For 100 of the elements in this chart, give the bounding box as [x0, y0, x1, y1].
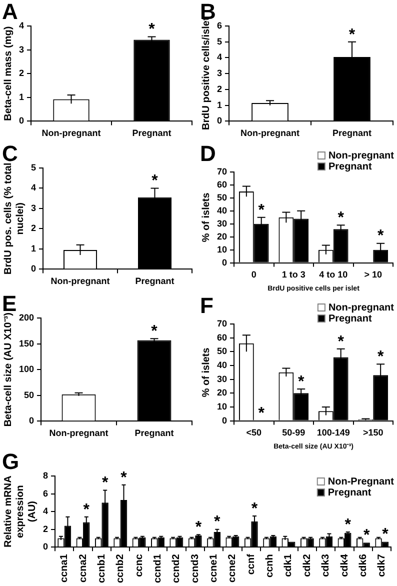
annotation: * — [258, 405, 266, 422]
x-tick-label: 4 to 10 — [319, 270, 348, 280]
annotation: * — [148, 21, 156, 38]
legend-label: Pregnant — [328, 161, 372, 172]
annotation: * — [214, 514, 222, 531]
x-tick-label: ccnd1 — [152, 554, 164, 584]
x-tick-label: ccna2 — [78, 554, 89, 582]
y-tick-label: 3 — [18, 44, 24, 54]
y-tick-label: 10 — [216, 244, 228, 254]
y-tick-label: 20 — [216, 388, 228, 398]
y-tick-label: 2 — [42, 524, 48, 534]
x-tick-label: Pregnant — [132, 128, 172, 138]
x-tick-label: <50 — [246, 428, 262, 438]
y-tick-label: 70 — [216, 318, 228, 328]
annotation: * — [382, 526, 390, 544]
y-axis-title: BrdU pos. cells (% total nuclei) — [2, 162, 26, 274]
annotation: * — [338, 210, 345, 227]
annotation: * — [348, 26, 356, 44]
x-tick-label: 50-99 — [282, 428, 306, 438]
x-tick-label: ccnd3 — [190, 554, 201, 584]
legend-label: Pregnant — [328, 313, 372, 324]
y-tick-label: 30 — [216, 218, 228, 228]
annotation: * — [120, 469, 128, 486]
y-tick-label: 60 — [216, 179, 228, 190]
text: G — [2, 449, 20, 474]
y-tick-label: 4 — [216, 52, 222, 62]
y-tick-label: 3 — [216, 68, 222, 78]
y-tick-label: 5 — [216, 36, 222, 46]
annotation: * — [338, 333, 345, 350]
y-tick-label: 60 — [216, 332, 228, 342]
x-tick-label: Pregnant — [134, 428, 174, 438]
y-tick-label: 2 — [30, 223, 36, 234]
legend-label: Pregnant — [328, 487, 372, 498]
x-tick-label: ccnd2 — [171, 554, 182, 584]
x-tick-label: ccnh — [264, 554, 276, 578]
annotation: * — [377, 228, 384, 245]
x-tick-label: ccne1 — [208, 554, 220, 582]
x-tick-label: Non-pregnant — [42, 128, 101, 138]
y-tick-label: 50 — [24, 390, 34, 400]
annotation: * — [83, 501, 90, 518]
annotation: * — [195, 519, 202, 536]
y-tick-label: 50 — [216, 346, 228, 356]
y-tick-label: 1 — [30, 243, 36, 254]
y-tick-label: 4 — [30, 182, 36, 193]
y-tick-label: 0 — [18, 116, 24, 126]
x-tick-label: > 10 — [364, 270, 382, 280]
x-tick-label: cdk6 — [358, 554, 369, 577]
y-tick-label: 50 — [216, 192, 228, 202]
y-tick-label: 30 — [216, 374, 228, 384]
text: F — [200, 293, 214, 318]
x-tick-label: cdk4 — [339, 554, 350, 577]
y-tick-label: 1 — [216, 100, 222, 110]
y-tick-label: 100 — [18, 364, 34, 374]
x-tick-label: ccne2 — [227, 554, 238, 582]
x-tick-label: Non-pregnant — [49, 428, 108, 438]
y-tick-label: 2 — [216, 84, 222, 94]
x-tick-label: cdk1 — [283, 554, 294, 577]
y-axis-title: % of islets — [200, 347, 212, 398]
y-tick-label: 70 — [216, 166, 228, 176]
x-tick-label: 0 — [251, 270, 256, 280]
y-tick-label: 0 — [42, 542, 48, 552]
y-tick-label: 5 — [30, 162, 36, 172]
y-tick-label: 4 — [42, 506, 48, 516]
y-tick-label: 20 — [216, 231, 228, 242]
y-tick-label: 8 — [42, 470, 48, 480]
annotation: * — [298, 373, 305, 390]
y-tick-label: 200 — [18, 312, 34, 322]
x-tick-label: ccnf — [246, 553, 257, 575]
y-axis-title: Beta-cell mass (mg) — [2, 26, 14, 121]
legend-label: Non-pregnant — [328, 302, 395, 314]
annotation: * — [363, 527, 370, 544]
legend-label: Non-pregnant — [328, 150, 395, 162]
annotation: * — [152, 172, 159, 190]
x-tick-label: Non-pregnant — [240, 128, 300, 138]
annotation: * — [102, 474, 109, 492]
text: D — [200, 141, 216, 166]
text: A — [2, 0, 18, 24]
x-tick-label: cdk7 — [376, 554, 388, 577]
y-tick-label: 4 — [18, 20, 24, 30]
y-tick-label: 0 — [29, 416, 34, 426]
y-tick-label: 6 — [216, 20, 222, 30]
x-tick-label: cdk3 — [320, 554, 332, 577]
y-axis-title: Relative mRNA expression (AU) — [2, 476, 38, 548]
y-tick-label: 0 — [222, 415, 228, 426]
annotation: * — [377, 348, 384, 366]
y-tick-label: 150 — [18, 338, 34, 348]
y-tick-label: 10 — [216, 401, 228, 412]
y-tick-label: 2 — [18, 68, 24, 78]
x-tick-label: 1 to 3 — [282, 270, 306, 280]
y-tick-label: 1 — [18, 92, 24, 102]
y-tick-label: 40 — [216, 360, 228, 370]
y-tick-label: 0 — [216, 116, 222, 126]
x-tick-label: >150 — [362, 428, 384, 438]
legend-label: Non-Pregnant — [328, 476, 395, 488]
annotation: * — [251, 500, 258, 518]
y-tick-label: 0 — [222, 257, 228, 268]
x-tick-label: ccnb1 — [96, 554, 108, 584]
y-axis-title: Beta-cell size (AU X10⁻³) — [2, 312, 14, 427]
x-tick-label: 100-149 — [316, 428, 350, 438]
y-axis-title: % of islets — [200, 192, 212, 242]
